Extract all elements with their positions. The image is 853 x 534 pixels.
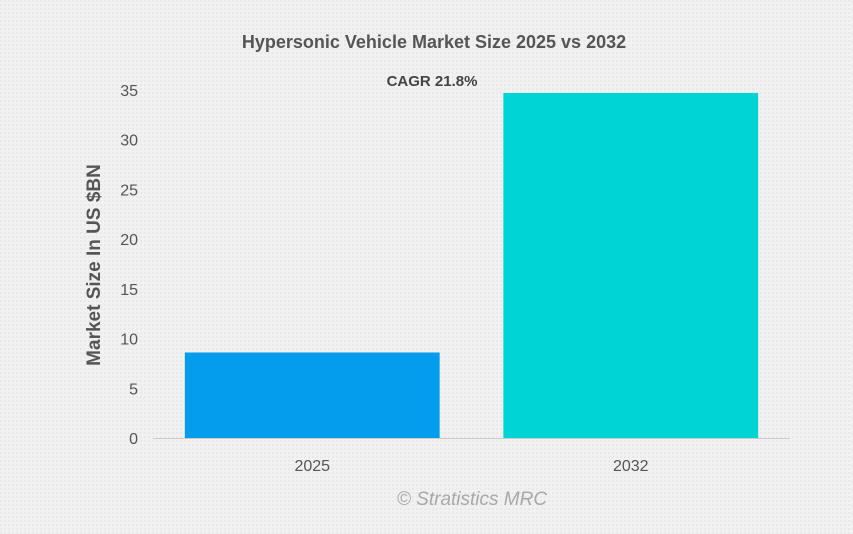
- y-tick-label: 10: [120, 332, 138, 349]
- y-tick-label: 15: [120, 282, 138, 299]
- y-axis-ticks: 0 5 10 15 20 25 30 35: [120, 83, 138, 448]
- y-axis-title: Market Size In US $BN: [84, 164, 105, 366]
- y-tick-label: 30: [120, 133, 138, 150]
- bar-2032: [503, 92, 759, 439]
- bar-2025: [184, 352, 440, 438]
- y-tick-label: 35: [120, 83, 138, 100]
- cagr-annotation: CAGR 21.8%: [387, 73, 478, 90]
- watermark: © Stratistics MRC: [397, 489, 547, 510]
- y-tick-label: 20: [120, 232, 138, 249]
- y-tick-label: 0: [129, 431, 138, 448]
- x-axis-ticks: 2025 2032: [294, 458, 648, 475]
- chart-title: Hypersonic Vehicle Market Size 2025 vs 2…: [242, 32, 626, 52]
- bars-group: [184, 92, 759, 439]
- x-tick-label: 2025: [294, 458, 330, 475]
- y-tick-label: 25: [120, 182, 138, 199]
- y-tick-label: 5: [129, 381, 138, 398]
- x-tick-label: 2032: [613, 458, 649, 475]
